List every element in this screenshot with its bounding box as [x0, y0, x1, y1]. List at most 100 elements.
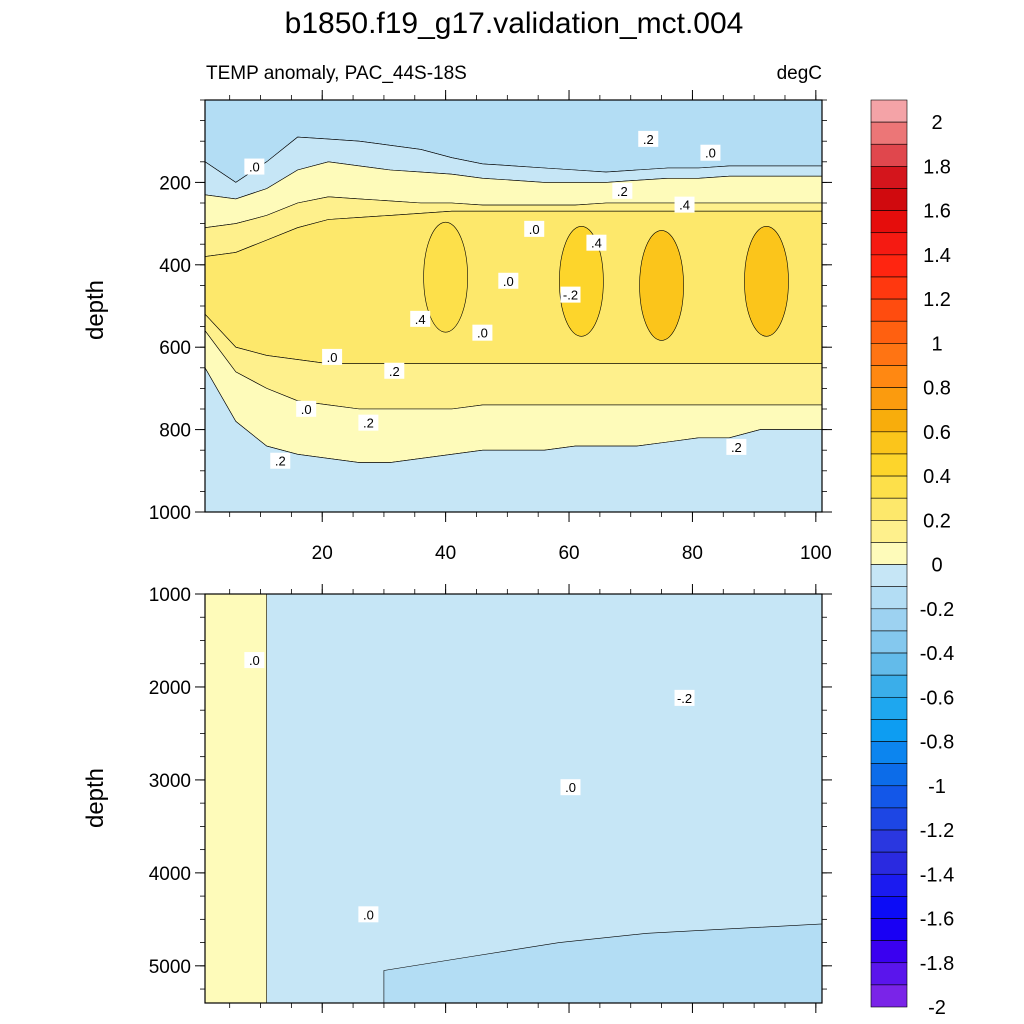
contour-label: -.2: [560, 286, 581, 303]
contour-label: .2: [270, 452, 291, 469]
lower-ticks: 1000 2000 3000 4000 5000: [149, 584, 832, 1013]
svg-text:.4: .4: [679, 198, 690, 213]
svg-text:-.2: -.2: [563, 288, 578, 303]
contour-label: -.2: [674, 689, 695, 706]
svg-text:.4: .4: [415, 312, 426, 327]
colorbar-swatch: [870, 143, 908, 167]
colorbar-swatch: [870, 254, 908, 278]
x-tick-label: 40: [435, 543, 456, 564]
colorbar-swatch: [870, 940, 908, 964]
colorbar-swatch: [870, 431, 908, 455]
colorbar-label: -0.4: [920, 643, 954, 665]
colorbar-swatch: [870, 188, 908, 211]
colorbar-swatch: [870, 210, 908, 234]
colorbar-label: -1.2: [920, 820, 954, 842]
colorbar-swatch: [870, 166, 908, 189]
colorbar-label: -2: [928, 997, 946, 1019]
colorbar-swatch: [870, 520, 908, 543]
x-tick-label: 20: [312, 543, 333, 564]
svg-text:.2: .2: [731, 440, 742, 455]
svg-text:.2: .2: [389, 364, 400, 379]
upper-panel-units: degC: [776, 63, 822, 84]
colorbar-swatch: [870, 99, 908, 123]
colorbar-label: -1.8: [920, 953, 954, 975]
x-tick-label: 80: [682, 543, 703, 564]
colorbar-swatch: [870, 652, 908, 676]
contour-label: .0: [322, 348, 343, 365]
contour-label: .0: [358, 906, 379, 923]
colorbar-label: -1.6: [920, 909, 954, 931]
svg-text:.0: .0: [301, 402, 312, 417]
contour-label: .0: [560, 779, 581, 796]
y-tick-label: 4000: [149, 864, 191, 885]
contour-label: .2: [358, 414, 379, 431]
colorbar-label: 2: [931, 112, 942, 134]
contour-label: .0: [296, 400, 317, 417]
colorbar-swatch: [870, 741, 908, 764]
colorbar-swatch: [870, 608, 908, 632]
colorbar-swatch: [870, 630, 908, 654]
contour-label: .2: [726, 438, 747, 455]
contour-core: [423, 221, 468, 333]
colorbar-swatch: [870, 409, 908, 433]
colorbar-swatch: [870, 276, 908, 300]
svg-text:.2: .2: [643, 132, 654, 147]
colorbar: 2 1.8 1.6 1.4 1.2 1 0.8 0.6 0.4 0.2 0 -0.2 -0.4 -0.6 -…: [870, 99, 954, 1019]
figure-title: b1850.f19_g17.validation_mct.004: [284, 7, 744, 40]
x-tick-label: 60: [558, 543, 579, 564]
contour-label: .0: [244, 158, 265, 175]
y-tick-label: 400: [159, 256, 191, 277]
svg-text:.0: .0: [249, 160, 260, 175]
colorbar-swatch: [870, 320, 908, 344]
colorbar-swatch: [870, 542, 908, 565]
colorbar-label: 0.8: [923, 378, 951, 400]
colorbar-swatch: [870, 387, 908, 411]
lower-y-axis-label: depth: [82, 767, 109, 829]
y-tick-label: 1000: [149, 585, 191, 606]
colorbar-swatch: [870, 298, 908, 322]
colorbar-label: 1: [931, 333, 942, 355]
contour-label: .0: [498, 272, 519, 289]
y-tick-label: 1000: [149, 503, 191, 524]
colorbar-swatch: [870, 962, 908, 986]
colorbar-label: 0.6: [923, 422, 951, 444]
contour-label: .2: [384, 362, 405, 379]
colorbar-swatch: [870, 696, 908, 720]
colorbar-swatch: [870, 497, 908, 521]
colorbar-swatch: [870, 121, 908, 145]
y-tick-label: 3000: [149, 771, 191, 792]
svg-text:.0: .0: [327, 350, 338, 365]
colorbar-swatch: [870, 873, 908, 897]
colorbar-swatch: [870, 896, 908, 919]
contour-core: [559, 225, 604, 337]
colorbar-label: 0.4: [923, 466, 951, 488]
colorbar-swatch: [870, 851, 908, 875]
upper-y-axis-label: depth: [82, 279, 109, 341]
lower-plot-area: [204, 593, 823, 1004]
lower-labels: .0 .0 .0 -.2: [244, 652, 695, 923]
upper-labels: .0 -.2 .2 .4 .0 .2 .4 .2 .0 .0 .0 .2 .4 .2 .0 .0 .2: [244, 130, 747, 469]
contour-label: .2: [638, 130, 659, 147]
svg-text:.2: .2: [275, 454, 286, 469]
svg-text:.0: .0: [503, 274, 514, 289]
upper-panel-subtitle: TEMP anomaly, PAC_44S-18S: [206, 63, 467, 84]
contour-label: .2: [612, 182, 633, 199]
colorbar-swatch: [870, 807, 908, 831]
contour-label: .4: [410, 310, 431, 327]
colorbar-swatch: [870, 984, 908, 1008]
svg-text:.0: .0: [529, 222, 540, 237]
contour-core: [639, 230, 684, 341]
contour-label: .4: [674, 196, 695, 213]
svg-text:.0: .0: [565, 780, 576, 795]
y-tick-label: 200: [159, 173, 191, 194]
upper-ticks: 200 400 600 800 1000 20 40 60 80 100: [149, 90, 832, 564]
colorbar-swatch: [870, 475, 908, 499]
colorbar-label: 1.2: [923, 289, 951, 311]
x-tick-label: 100: [800, 543, 832, 564]
colorbar-swatch: [870, 785, 908, 809]
svg-text:.0: .0: [477, 326, 488, 341]
colorbar-label: -0.2: [920, 599, 954, 621]
svg-text:.4: .4: [591, 236, 602, 251]
svg-text:.0: .0: [249, 653, 260, 668]
